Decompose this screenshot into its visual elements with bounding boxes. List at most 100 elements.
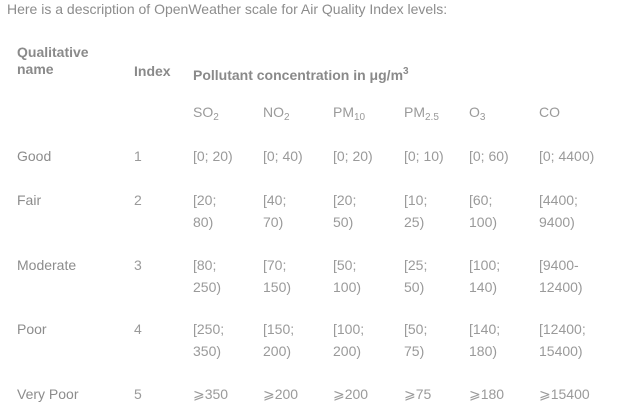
header-name-line2: name xyxy=(17,61,54,77)
concentration-line: 250) xyxy=(193,279,222,295)
pollutant-header-base: SO xyxy=(193,104,214,120)
concentration-line: [150; xyxy=(263,321,295,337)
concentration-line: [0; 10) xyxy=(404,148,444,164)
concentration-cell: ⩾180 xyxy=(469,383,504,405)
concentration-cell: [9400- 12400) xyxy=(539,254,583,298)
concentration-line: ⩾180 xyxy=(469,386,505,402)
concentration-line: [25; xyxy=(404,257,428,273)
concentration-cell: ⩾15400 xyxy=(539,383,590,405)
concentration-line: 12400) xyxy=(539,279,583,295)
concentration-cell: [0; 10) xyxy=(404,145,444,167)
concentration-cell: [150; 200) xyxy=(263,318,294,362)
header-name-line1: Qualitative xyxy=(17,44,89,60)
concentration-cell: [0; 40) xyxy=(263,145,303,167)
pollutant-header-subscript: 2 xyxy=(284,112,290,123)
concentration-cell: [12400; 15400) xyxy=(539,318,586,362)
concentration-cell: [100; 140) xyxy=(469,254,500,298)
concentration-cell: [50; 75) xyxy=(404,318,427,362)
concentration-line: 350) xyxy=(193,343,222,359)
header-pollutant: Pollutant concentration in μg/m3 xyxy=(193,63,409,84)
concentration-line: 50) xyxy=(404,279,425,295)
concentration-line: ⩾350 xyxy=(193,386,229,402)
header-index: Index xyxy=(134,63,171,79)
concentration-line: 25) xyxy=(404,214,425,230)
concentration-line: 180) xyxy=(469,343,498,359)
concentration-line: 9400) xyxy=(539,214,575,230)
concentration-cell: [250; 350) xyxy=(193,318,224,362)
concentration-line: [12400; xyxy=(539,321,586,337)
concentration-line: [100; xyxy=(333,321,365,337)
pollutant-header-base: PM xyxy=(333,104,354,120)
pollutant-header-base: PM xyxy=(404,104,425,120)
concentration-cell: ⩾350 xyxy=(193,383,228,405)
concentration-line: [40; xyxy=(263,192,287,208)
row-index: 2 xyxy=(134,192,142,208)
row-name: Moderate xyxy=(17,257,77,273)
concentration-cell: [40; 70) xyxy=(263,189,286,233)
concentration-line: [4400; xyxy=(539,192,578,208)
pollutant-header: CO xyxy=(539,104,560,120)
concentration-line: [0; 60) xyxy=(469,148,509,164)
pollutant-header: PM10 xyxy=(333,104,365,123)
concentration-cell: [20; 80) xyxy=(193,189,216,233)
concentration-line: [20; xyxy=(193,192,217,208)
concentration-line: [10; xyxy=(404,192,428,208)
concentration-cell: ⩾200 xyxy=(263,383,298,405)
pollutant-header-subscript: 2.5 xyxy=(425,112,439,123)
pollutant-header: SO2 xyxy=(193,104,219,123)
concentration-line: 75) xyxy=(404,343,425,359)
pollutant-header-base: NO xyxy=(263,104,284,120)
concentration-line: 200) xyxy=(263,343,292,359)
concentration-line: [50; xyxy=(404,321,428,337)
concentration-line: [60; xyxy=(469,192,493,208)
row-index: 4 xyxy=(134,321,142,337)
row-name: Good xyxy=(17,148,52,164)
pollutant-header-base: O xyxy=(469,104,480,120)
concentration-line: 150) xyxy=(263,279,292,295)
pollutant-header: NO2 xyxy=(263,104,290,123)
row-name: Very Poor xyxy=(17,386,79,402)
concentration-line: [70; xyxy=(263,257,287,273)
pollutant-header-subscript: 2 xyxy=(213,112,219,123)
concentration-line: ⩾200 xyxy=(263,386,299,402)
concentration-cell: [80; 250) xyxy=(193,254,221,298)
concentration-cell: [25; 50) xyxy=(404,254,427,298)
concentration-line: 100) xyxy=(333,279,362,295)
pollutant-header: PM2.5 xyxy=(404,104,439,123)
concentration-cell: [0; 60) xyxy=(469,145,509,167)
concentration-line: [250; xyxy=(193,321,225,337)
concentration-line: [0; 20) xyxy=(193,148,233,164)
concentration-line: [50; xyxy=(333,257,357,273)
concentration-line: [140; xyxy=(469,321,501,337)
intro-text: Here is a description of OpenWeather sca… xyxy=(7,1,448,17)
header-qualitative-name: Qualitative name xyxy=(17,44,89,78)
concentration-cell: ⩾75 xyxy=(404,383,431,405)
header-pollutant-text: Pollutant concentration in μg/m xyxy=(193,67,404,83)
concentration-line: 140) xyxy=(469,279,498,295)
concentration-line: ⩾200 xyxy=(333,386,369,402)
concentration-line: 70) xyxy=(263,214,284,230)
concentration-cell: [0; 20) xyxy=(193,145,233,167)
pollutant-header-subscript: 3 xyxy=(479,112,486,123)
concentration-line: [9400- xyxy=(539,257,579,273)
concentration-cell: [20; 50) xyxy=(333,189,356,233)
row-name: Poor xyxy=(17,321,47,337)
pollutant-header-base: CO xyxy=(539,104,560,120)
concentration-cell: [140; 180) xyxy=(469,318,500,362)
concentration-cell: [100; 200) xyxy=(333,318,364,362)
pollutant-header: O3 xyxy=(469,104,485,123)
row-name: Fair xyxy=(17,192,42,208)
concentration-line: [0; 20) xyxy=(333,148,373,164)
concentration-line: [0; 4400) xyxy=(539,148,595,164)
row-index: 5 xyxy=(134,386,142,402)
concentration-line: 50) xyxy=(333,214,354,230)
concentration-line: 100) xyxy=(469,214,498,230)
concentration-cell: [50; 100) xyxy=(333,254,361,298)
pollutant-header-subscript: 10 xyxy=(354,112,366,123)
concentration-line: [0; 40) xyxy=(263,148,303,164)
concentration-cell: [60; 100) xyxy=(469,189,497,233)
concentration-cell: [0; 20) xyxy=(333,145,373,167)
header-pollutant-sup: 3 xyxy=(403,66,409,77)
concentration-line: [20; xyxy=(333,192,357,208)
concentration-line: 80) xyxy=(193,214,214,230)
